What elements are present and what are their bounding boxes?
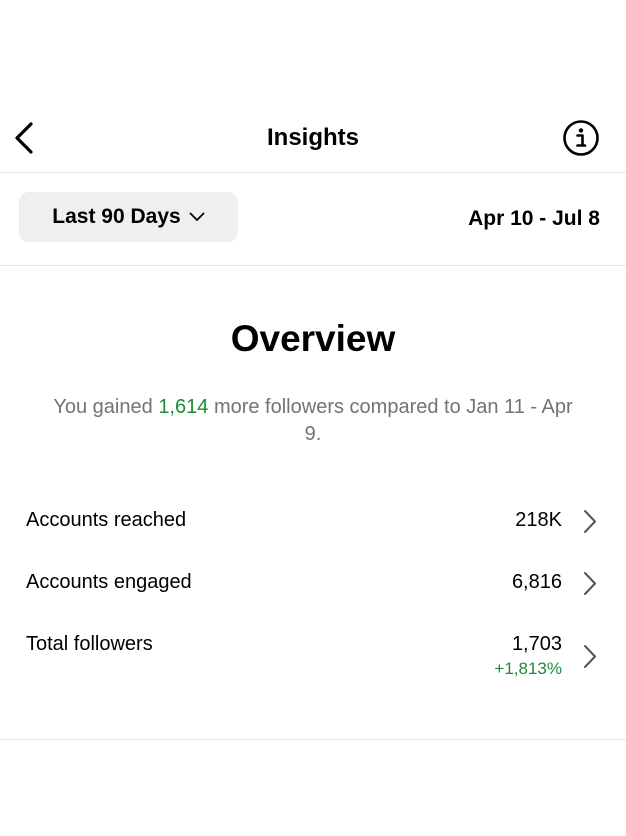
filter-label: Last 90 Days	[52, 205, 181, 228]
back-button[interactable]	[12, 120, 38, 156]
metric-label: Total followers	[26, 633, 153, 655]
dropdown-icon	[189, 212, 205, 221]
info-button[interactable]	[562, 119, 600, 157]
metric-value: 1,703	[511, 633, 562, 655]
divider	[0, 265, 626, 266]
divider	[0, 739, 626, 740]
metric-label: Accounts engaged	[26, 571, 192, 593]
summary-text: You gained	[53, 396, 153, 418]
chevron	[584, 645, 596, 668]
summary-highlight: 1,614	[158, 396, 209, 418]
summary: You gained 1,614 more followers compared…	[50, 394, 576, 448]
metric-label: Accounts reached	[26, 509, 187, 531]
metric-value: 218K	[515, 509, 562, 531]
page-title: Insights	[266, 124, 359, 151]
date-range: Apr 10 - Jul 8	[468, 207, 600, 230]
metric-row[interactable]: Accounts reached 218K	[0, 509, 626, 569]
metric-row[interactable]: Accounts engaged 6,816	[0, 571, 626, 631]
summary-text: more followers compared to Jan 11 - Apr …	[213, 396, 573, 445]
metric-row[interactable]: Total followers 1,703 +1,813%	[0, 633, 626, 693]
divider	[0, 172, 626, 173]
chevron	[584, 510, 596, 533]
metric-change: +1,813%	[494, 659, 562, 678]
date-filter[interactable]: Last 90 Days	[19, 192, 238, 242]
chevron	[584, 572, 596, 595]
section-title: Overview	[230, 318, 396, 359]
metric-value: 6,816	[511, 571, 562, 593]
